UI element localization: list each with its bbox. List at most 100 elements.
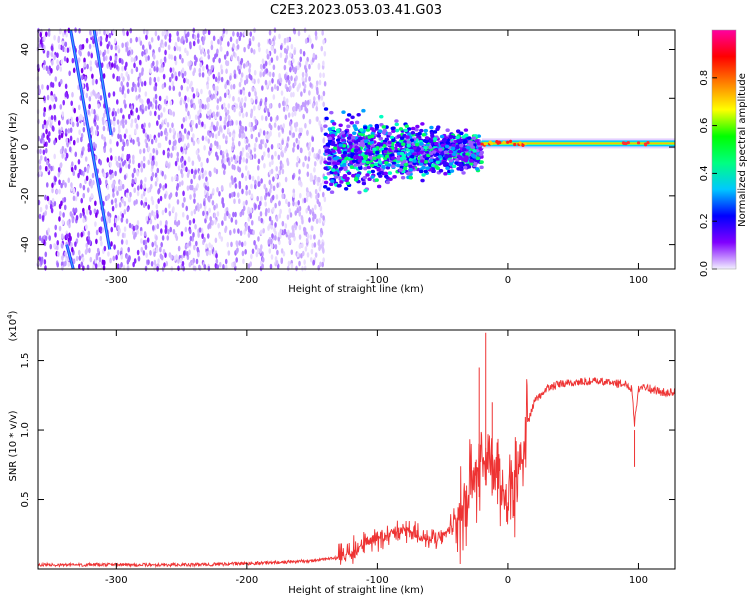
- spectrogram-cell: [178, 46, 182, 52]
- spectrogram-cell: [235, 38, 239, 45]
- spectrogram-cell: [94, 221, 97, 227]
- spectrogram-cell: [166, 235, 170, 241]
- spectrogram-cell: [197, 251, 200, 258]
- spectrogram-cell: [220, 184, 224, 191]
- spectrogram-cell: [308, 141, 312, 148]
- spectrogram-cell: [168, 33, 172, 39]
- spectrogram-cell: [204, 185, 208, 191]
- spectrogram-cell: [403, 128, 408, 133]
- spectrogram-cell: [303, 259, 306, 265]
- spectrogram-cell: [183, 70, 187, 77]
- spectrogram-cell: [192, 140, 196, 146]
- spectrogram-cell: [144, 244, 148, 250]
- spectrogram-cell: [403, 166, 408, 171]
- spectrogram-cell: [209, 193, 213, 200]
- spectrogram-cell: [176, 30, 179, 37]
- spectrogram-cell: [114, 111, 117, 117]
- spectrogram-cell: [348, 141, 353, 146]
- spectrogram-cell: [222, 102, 226, 109]
- spectrogram-cell: [51, 60, 54, 66]
- spectrogram-cell: [161, 30, 165, 37]
- spectrogram-cell: [47, 28, 51, 34]
- spectrogram-cell: [219, 40, 222, 46]
- y-tick-label: 0: [20, 144, 31, 150]
- spectrogram-cell: [122, 76, 125, 82]
- spectrogram-cell: [143, 231, 147, 237]
- spectrogram-cell: [86, 187, 90, 193]
- spectrogram-cell: [305, 72, 308, 78]
- spectrogram-cell: [331, 149, 336, 153]
- spectrogram-cell: [201, 121, 204, 127]
- spectrogram-cell: [162, 149, 166, 156]
- spectrogram-cell: [183, 128, 187, 134]
- spectrogram-cell: [338, 123, 343, 128]
- spectrogram-cell: [90, 52, 94, 59]
- spectrogram-cell: [217, 130, 221, 137]
- spectrogram-cell: [196, 33, 200, 39]
- spectrogram-cell: [193, 192, 196, 199]
- spectrogram-cell: [365, 173, 370, 177]
- spectrogram-cell: [104, 179, 108, 185]
- spectrogram-cell: [279, 44, 283, 51]
- spectrogram-cell: [42, 64, 46, 71]
- spectrogram-cell: [262, 130, 266, 136]
- spectrogram-cell: [110, 44, 113, 51]
- spectrogram-cell: [208, 170, 212, 177]
- spectrogram-cell: [226, 152, 229, 159]
- spectrogram-cell: [78, 27, 81, 34]
- spectrogram-cell: [173, 140, 177, 146]
- spectrogram-cell: [216, 211, 220, 217]
- spectrogram-cell: [112, 91, 116, 97]
- spectrogram-cell: [61, 153, 64, 159]
- spectrogram-cell: [156, 223, 160, 230]
- spectrogram-cell: [274, 202, 277, 209]
- spectrogram-cell: [39, 206, 43, 213]
- spectrogram-cell: [298, 168, 301, 175]
- spectrogram-cell: [149, 110, 152, 117]
- spectrogram-cell: [215, 168, 219, 175]
- spectrogram-cell: [85, 175, 89, 182]
- spectrogram-cell: [154, 30, 158, 37]
- spectrogram-cell: [178, 137, 181, 144]
- spectrogram-cell: [177, 36, 180, 42]
- spectrogram-cell: [257, 104, 261, 111]
- spectrogram-cell: [129, 191, 132, 198]
- spectrogram-cell: [295, 75, 298, 81]
- spectrogram-streak-core: [93, 29, 112, 135]
- spectrogram-cell: [299, 48, 303, 55]
- spectrogram-cell: [48, 235, 52, 241]
- spectrogram-cell: [207, 196, 211, 203]
- spectrogram-cell: [306, 163, 310, 170]
- spectrogram-cell: [318, 148, 321, 155]
- spectrogram-cell: [75, 116, 79, 123]
- spectrogram-cell: [438, 168, 444, 173]
- spectrogram-cell: [288, 85, 292, 91]
- spectrogram-cell: [58, 134, 61, 141]
- spectrogram-cell: [121, 183, 125, 190]
- spectrogram-cell: [67, 261, 71, 268]
- spectrogram-cell: [72, 67, 76, 74]
- spectrogram-cell: [99, 35, 103, 42]
- spectrogram-frame: [37, 29, 676, 270]
- spectrogram-cell: [189, 43, 192, 50]
- spectrogram-cell: [157, 188, 160, 195]
- spectrogram-cell: [80, 231, 84, 238]
- spectrogram-cell: [261, 58, 265, 64]
- spectrogram-cell: [236, 31, 240, 38]
- spectrogram-cell: [152, 54, 156, 60]
- spectrogram-cell: [180, 146, 183, 153]
- spectrogram-cell: [142, 250, 146, 256]
- spectrogram-cell: [431, 163, 436, 168]
- spectrogram-cell: [118, 202, 122, 208]
- spectrogram-cell: [79, 182, 82, 189]
- spectrogram-cell: [58, 188, 61, 195]
- spectrogram-cell: [294, 126, 298, 133]
- spectrogram-cell: [430, 133, 435, 138]
- carrier-hotspot: [644, 143, 648, 147]
- spectrogram-cell: [208, 114, 212, 120]
- spectrogram-cell: [241, 250, 245, 257]
- spectrogram-cell: [309, 209, 312, 215]
- spectrogram-cell: [121, 161, 125, 167]
- spectrogram-cell: [353, 148, 359, 153]
- spectrogram-cell: [183, 160, 187, 166]
